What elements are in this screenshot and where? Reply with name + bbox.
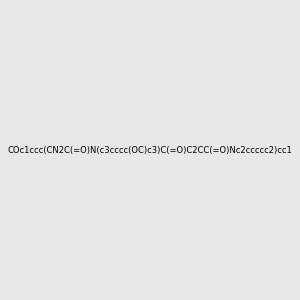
Text: COc1ccc(CN2C(=O)N(c3cccc(OC)c3)C(=O)C2CC(=O)Nc2ccccc2)cc1: COc1ccc(CN2C(=O)N(c3cccc(OC)c3)C(=O)C2CC… — [8, 146, 292, 154]
